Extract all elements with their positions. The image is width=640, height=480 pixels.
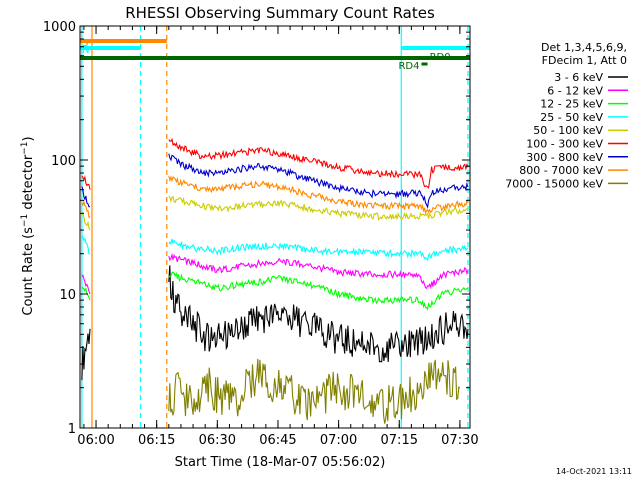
- legend-label: 12 - 25 keV: [540, 98, 603, 111]
- series-line: [168, 153, 469, 209]
- series-line: [168, 175, 469, 215]
- x-tick-label: 07:15: [381, 433, 418, 448]
- series-line: [81, 186, 91, 208]
- series-3-6-kev: [81, 265, 469, 381]
- series-line: [168, 358, 461, 424]
- flag-label: RD0: [430, 52, 451, 63]
- series-line: [81, 328, 91, 381]
- legend-label: 25 - 50 keV: [540, 111, 603, 124]
- series-line: [81, 175, 91, 190]
- series-line: [81, 274, 91, 295]
- x-tick-label: 06:00: [77, 433, 114, 448]
- y-tick-label: 100: [51, 154, 76, 169]
- series-6-12-kev: [81, 252, 469, 295]
- legend-header-line-2: FDecim 1, Att 0: [542, 54, 627, 67]
- legend-header-line-1: Det 1,3,4,5,6,9,: [541, 41, 627, 54]
- flag-bar: [421, 62, 428, 66]
- flag-label: RD4: [398, 61, 419, 72]
- series-50-100-kev: [81, 195, 469, 231]
- series-300-800-kev: [81, 153, 469, 209]
- legend-label: 300 - 800 keV: [526, 151, 603, 164]
- y-axis: 1 10 100 1000: [43, 20, 470, 437]
- footer-timestamp: 14-Oct-2021 13:11: [556, 467, 632, 476]
- series-12-25-kev: [81, 271, 468, 311]
- flag-bar: [80, 56, 470, 60]
- x-tick-label: 06:15: [138, 433, 175, 448]
- x-tick-label: 06:30: [199, 433, 236, 448]
- x-axis-label: Start Time (18-Mar-07 05:56:02): [175, 455, 386, 470]
- flag-bar: [80, 39, 167, 43]
- legend-label: 100 - 300 keV: [526, 138, 603, 151]
- series-group: [81, 137, 469, 424]
- series-line: [168, 195, 469, 221]
- x-axis: 06:00 06:15 06:30 06:45 07:00 07:15 07:30: [77, 26, 479, 448]
- y-tick-label: 10: [59, 288, 76, 303]
- legend-label: 50 - 100 keV: [533, 124, 603, 137]
- series-line: [168, 238, 469, 262]
- series-line: [81, 199, 91, 219]
- chart-title: RHESSI Observing Summary Count Rates: [125, 4, 435, 22]
- series-25-50-kev: [81, 235, 469, 262]
- flag-label: N: [82, 45, 89, 56]
- plot-frame: [79, 25, 471, 429]
- flag-label: S: [82, 38, 88, 49]
- series-line: [168, 137, 469, 189]
- flag-bars: SN RD4 RD0: [80, 38, 470, 72]
- series-line: [168, 252, 469, 290]
- series-line: [168, 271, 468, 311]
- series-800-7000-kev: [81, 175, 469, 219]
- flag-bar: [401, 46, 470, 50]
- series-7000-15000-kev: [168, 358, 461, 424]
- x-tick-label: 06:45: [259, 433, 296, 448]
- legend-label: 7000 - 15000 keV: [505, 177, 603, 190]
- x-tick-label: 07:00: [320, 433, 357, 448]
- marker-lines: [81, 26, 469, 428]
- legend: Det 1,3,4,5,6,9, FDecim 1, Att 0 3 - 6 k…: [505, 41, 628, 190]
- x-tick-label: 07:30: [441, 433, 478, 448]
- y-tick-label: 1: [68, 422, 76, 437]
- series-line: [81, 286, 91, 301]
- y-tick-label: 1000: [43, 20, 76, 35]
- legend-label: 3 - 6 keV: [554, 71, 603, 84]
- series-line: [168, 265, 469, 363]
- flag-bar: [80, 46, 141, 50]
- y-axis-label: Count Rate (s−1 detector−1): [20, 136, 36, 315]
- series-100-300-kev: [81, 137, 469, 190]
- series-line: [81, 211, 91, 231]
- series-line: [81, 235, 91, 255]
- legend-label: 800 - 7000 keV: [519, 164, 603, 177]
- legend-label: 6 - 12 keV: [547, 84, 603, 97]
